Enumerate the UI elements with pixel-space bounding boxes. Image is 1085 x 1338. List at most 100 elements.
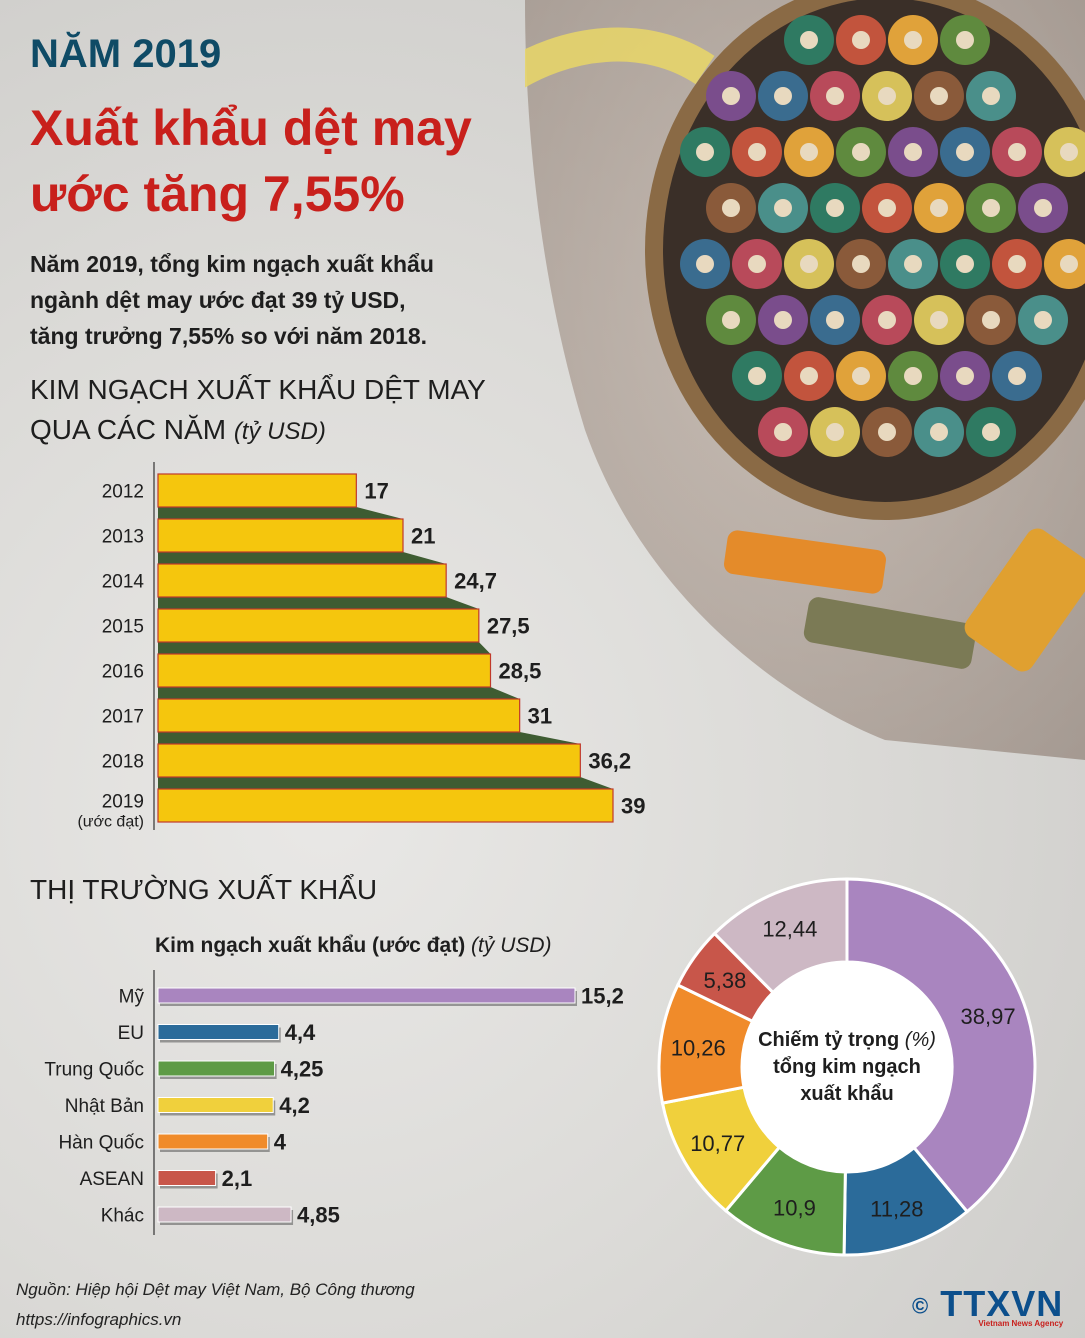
- spool-core-icon: [982, 199, 1000, 217]
- category-label: ASEAN: [80, 1169, 144, 1190]
- spool-core-icon: [1008, 367, 1026, 385]
- spool-core-icon: [956, 143, 974, 161]
- slice-label: 5,38: [704, 968, 747, 993]
- section2-unit: (tỷ USD): [471, 934, 552, 957]
- bar: [157, 987, 576, 1004]
- yearly-export-chart: 17 2012 21 2013 24,7 2014 27,5 2015 28,5 2016 31 20…: [77, 462, 645, 831]
- spool-core-icon: [852, 367, 870, 385]
- bar: [157, 698, 521, 733]
- thread-spools-photo: [525, 0, 1085, 760]
- category-label: Hàn Quốc: [58, 1133, 144, 1154]
- category-label: 2018: [102, 752, 144, 773]
- spool-core-icon: [982, 311, 1000, 329]
- bar-shadow: [158, 642, 491, 654]
- donut-center-line3: xuất khẩu: [800, 1083, 893, 1105]
- category-note: (ước đạt): [77, 814, 144, 831]
- market-share-donut: 38,97 11,28 10,9 10,77 10,26 5,38 12,44 Chiếm …: [657, 877, 1037, 1257]
- spool-core-icon: [852, 31, 870, 49]
- value-label: 4,25: [281, 1057, 324, 1082]
- spool-core-icon: [930, 311, 948, 329]
- value-label: 21: [411, 524, 435, 549]
- spool-core-icon: [800, 143, 818, 161]
- bar: [157, 608, 480, 643]
- section1-title-years: QUA CÁC NĂM: [30, 414, 227, 445]
- spool-core-icon: [930, 87, 948, 105]
- value-label: 4: [274, 1130, 287, 1155]
- spool-core-icon: [956, 31, 974, 49]
- category-label: 2017: [102, 707, 144, 728]
- spool-core-icon: [1060, 143, 1078, 161]
- spool-core-icon: [878, 87, 896, 105]
- source-url[interactable]: https://infographics.vn: [16, 1310, 182, 1329]
- spool-core-icon: [956, 255, 974, 273]
- value-label: 2,1: [222, 1166, 253, 1191]
- ttxvn-logo: © TTXVN Vietnam News Agency: [912, 1283, 1063, 1328]
- category-label: 2012: [102, 482, 144, 503]
- value-label: 24,7: [454, 569, 497, 594]
- slice-label: 38,97: [961, 1004, 1016, 1029]
- category-label: Nhật Bản: [65, 1096, 144, 1117]
- spool-core-icon: [878, 423, 896, 441]
- spool-core-icon: [826, 423, 844, 441]
- spool-core-icon: [696, 255, 714, 273]
- value-label: 39: [621, 794, 645, 819]
- donut-slice: [845, 877, 1037, 1214]
- value-label: 17: [364, 479, 388, 504]
- spool-core-icon: [1034, 199, 1052, 217]
- spool-core-icon: [800, 31, 818, 49]
- bar: [157, 473, 357, 508]
- slice-label: 10,9: [773, 1195, 816, 1220]
- bar: [157, 1060, 276, 1077]
- value-label: 36,2: [588, 749, 631, 774]
- bar: [157, 788, 614, 823]
- spool-core-icon: [878, 311, 896, 329]
- spool-core-icon: [1008, 143, 1026, 161]
- source-note: Nguồn: Hiệp hội Dệt may Việt Nam, Bộ Côn…: [16, 1280, 415, 1299]
- spool-core-icon: [956, 367, 974, 385]
- category-label: 2013: [102, 527, 144, 548]
- main-title-line2: ước tăng 7,55%: [30, 166, 405, 222]
- spool-core-icon: [696, 143, 714, 161]
- bar: [157, 1133, 269, 1150]
- category-label: 2019: [102, 792, 144, 813]
- donut-center-line2: tổng kim ngạch: [773, 1056, 921, 1078]
- section1-unit: (tỷ USD): [233, 418, 326, 445]
- bar: [157, 1097, 274, 1113]
- slice-label: 10,26: [671, 1036, 726, 1061]
- bar: [157, 563, 447, 598]
- bar-shadow: [158, 777, 613, 789]
- spool-core-icon: [748, 255, 766, 273]
- logo-text: TTXVN: [940, 1283, 1064, 1324]
- category-label: 2016: [102, 662, 144, 683]
- spool-core-icon: [774, 423, 792, 441]
- spool-core-icon: [748, 367, 766, 385]
- spool-core-icon: [852, 255, 870, 273]
- spool-core-icon: [930, 423, 948, 441]
- spool-core-icon: [904, 255, 922, 273]
- section2-subtitle-text: Kim ngạch xuất khẩu (ước đạt): [155, 934, 466, 957]
- spool-core-icon: [722, 199, 740, 217]
- intro-line1: Năm 2019, tổng kim ngạch xuất khẩu: [30, 251, 434, 277]
- market-export-chart: 15,2 Mỹ 4,4 EU 4,25 Trung Quốc 4,2 Nhật Bản 4 Hàn…: [44, 970, 624, 1235]
- bar-shadow: [158, 552, 447, 564]
- section1-title-line1: KIM NGẠCH XUẤT KHẨU DỆT MAY: [30, 374, 486, 405]
- spool-core-icon: [982, 423, 1000, 441]
- spool-core-icon: [722, 87, 740, 105]
- copyright-icon: ©: [912, 1293, 930, 1319]
- bar: [157, 1170, 217, 1186]
- value-label: 27,5: [487, 614, 530, 639]
- spool-core-icon: [878, 199, 896, 217]
- spool-core-icon: [826, 311, 844, 329]
- intro-text: Năm 2019, tổng kim ngạch xuất khẩu ngành…: [30, 246, 550, 354]
- donut-center: [742, 962, 952, 1172]
- bar: [157, 518, 404, 553]
- spool-core-icon: [826, 87, 844, 105]
- main-title: Xuất khẩu dệt may ước tăng 7,55%: [30, 95, 590, 227]
- category-label: EU: [118, 1023, 144, 1044]
- main-title-line1: Xuất khẩu dệt may: [30, 100, 472, 156]
- bar: [157, 1206, 292, 1223]
- category-label: 2014: [102, 572, 145, 593]
- section2-subtitle: Kim ngạch xuất khẩu (ước đạt) (tỷ USD): [155, 934, 552, 958]
- category-label: Trung Quốc: [44, 1060, 144, 1081]
- spool-core-icon: [800, 255, 818, 273]
